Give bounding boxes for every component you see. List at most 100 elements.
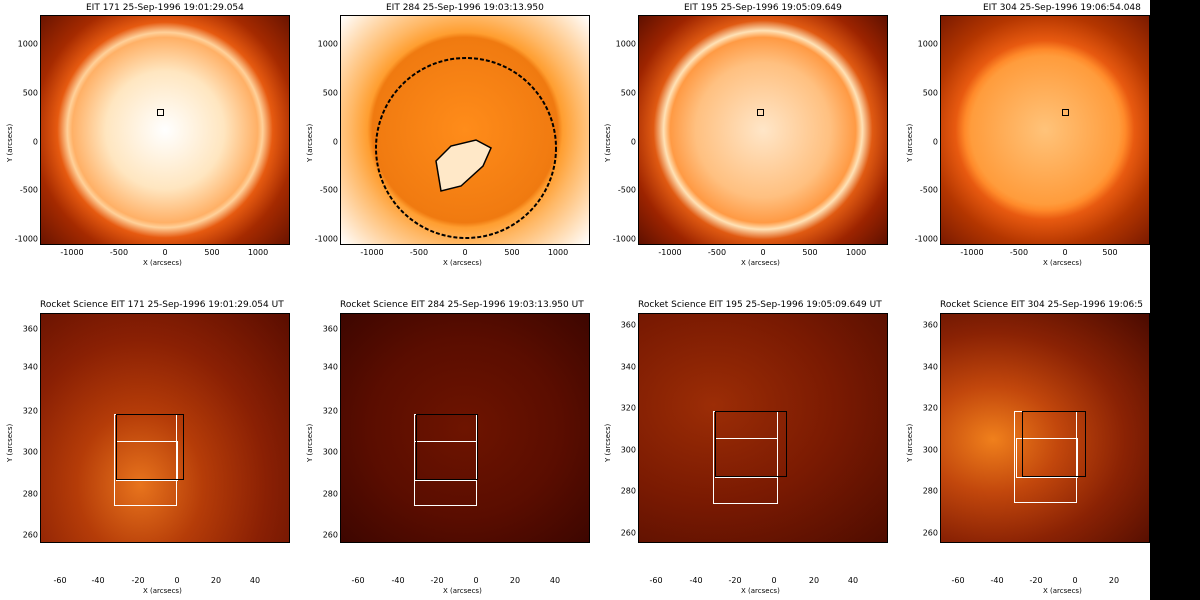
y-axis-label: Y (arcsecs) bbox=[906, 123, 914, 162]
x-tick: 20 bbox=[1108, 576, 1120, 585]
x-axis-label: X (arcsecs) bbox=[1043, 259, 1082, 267]
y-tick: 320 bbox=[620, 403, 636, 413]
y-tick: 340 bbox=[322, 362, 338, 372]
y-tick: -1000 bbox=[14, 234, 38, 244]
y-tick: -500 bbox=[617, 185, 636, 195]
y-axis-label: Y (arcsecs) bbox=[306, 423, 314, 462]
x-tick: -1000 bbox=[60, 248, 84, 257]
x-tick: -20 bbox=[430, 576, 444, 585]
x-tick: 0 bbox=[760, 248, 766, 257]
x-tick: -60 bbox=[649, 576, 663, 585]
x-tick: -60 bbox=[53, 576, 67, 585]
x-tick: -1000 bbox=[960, 248, 984, 257]
y-tick: -1000 bbox=[914, 234, 938, 244]
y-tick: -1000 bbox=[612, 234, 636, 244]
roi-marker bbox=[157, 109, 164, 116]
panel-title: EIT 195 25-Sep-1996 19:05:09.649 bbox=[684, 3, 842, 13]
y-tick: 1000 bbox=[317, 39, 338, 49]
x-tick: 20 bbox=[808, 576, 820, 585]
roi-box-white bbox=[414, 441, 477, 481]
y-tick: 300 bbox=[22, 447, 38, 457]
y-tick: 0 bbox=[630, 137, 636, 147]
panel-title: Rocket Science EIT 195 25-Sep-1996 19:05… bbox=[638, 300, 882, 310]
x-tick: -20 bbox=[728, 576, 742, 585]
y-tick: 0 bbox=[332, 137, 338, 147]
x-tick: -60 bbox=[351, 576, 365, 585]
y-tick: 320 bbox=[922, 403, 938, 413]
x-tick: 500 bbox=[802, 248, 818, 257]
y-axis-label: Y (arcsecs) bbox=[306, 123, 314, 162]
y-axis-label: Y (arcsecs) bbox=[6, 123, 14, 162]
solar-disk-image-195 bbox=[638, 15, 888, 245]
panel-title: Rocket Science EIT 284 25-Sep-1996 19:03… bbox=[340, 300, 584, 310]
panel-title: EIT 284 25-Sep-1996 19:03:13.950 bbox=[386, 3, 544, 13]
y-tick: 280 bbox=[22, 489, 38, 499]
y-tick: 320 bbox=[22, 406, 38, 416]
x-tick: 500 bbox=[1102, 248, 1118, 257]
panel-title: Rocket Science EIT 304 25-Sep-1996 19:06… bbox=[940, 300, 1143, 310]
x-tick: -20 bbox=[1029, 576, 1043, 585]
x-tick: 1000 bbox=[845, 248, 867, 257]
zoom-image-171 bbox=[40, 313, 290, 543]
solar-disk-image-171 bbox=[40, 15, 290, 245]
y-axis-label: Y (arcsecs) bbox=[604, 423, 612, 462]
y-tick: 280 bbox=[922, 486, 938, 496]
y-tick: 320 bbox=[322, 406, 338, 416]
roi-box-white bbox=[1016, 438, 1078, 478]
y-tick: 360 bbox=[922, 320, 938, 330]
x-axis-label: X (arcsecs) bbox=[143, 587, 182, 595]
y-tick: -500 bbox=[319, 185, 338, 195]
roi-marker bbox=[1062, 109, 1069, 116]
x-tick: 1000 bbox=[247, 248, 269, 257]
x-tick: 0 bbox=[1062, 248, 1068, 257]
zoom-image-304 bbox=[940, 313, 1150, 543]
x-tick: -500 bbox=[1009, 248, 1029, 257]
x-tick: 40 bbox=[847, 576, 859, 585]
y-tick: 1000 bbox=[615, 39, 636, 49]
x-tick: -40 bbox=[990, 576, 1004, 585]
x-tick: -20 bbox=[131, 576, 145, 585]
y-tick: 260 bbox=[620, 528, 636, 538]
x-tick: 0 bbox=[162, 248, 168, 257]
x-axis-label: X (arcsecs) bbox=[741, 587, 780, 595]
right-black-strip bbox=[1150, 0, 1200, 600]
x-axis-label: X (arcsecs) bbox=[443, 259, 482, 267]
x-axis-label: X (arcsecs) bbox=[741, 259, 780, 267]
x-tick: -60 bbox=[951, 576, 965, 585]
zoom-image-284 bbox=[340, 313, 590, 543]
x-tick: -40 bbox=[689, 576, 703, 585]
solar-disk-image-284 bbox=[340, 15, 590, 245]
x-axis-label: X (arcsecs) bbox=[143, 259, 182, 267]
x-tick: -40 bbox=[91, 576, 105, 585]
panel-title: EIT 304 25-Sep-1996 19:06:54.048 bbox=[983, 3, 1141, 13]
y-tick: 360 bbox=[322, 324, 338, 334]
y-tick: 360 bbox=[22, 324, 38, 334]
roi-box-black bbox=[416, 414, 478, 480]
y-tick: 280 bbox=[322, 489, 338, 499]
x-tick: 0 bbox=[771, 576, 777, 585]
panel-title: EIT 171 25-Sep-1996 19:01:29.054 bbox=[86, 3, 244, 13]
x-tick: 40 bbox=[249, 576, 261, 585]
y-axis-label: Y (arcsecs) bbox=[604, 123, 612, 162]
y-tick: 340 bbox=[620, 362, 636, 372]
roi-box-black bbox=[715, 411, 787, 477]
x-tick: 0 bbox=[1072, 576, 1078, 585]
y-tick: 300 bbox=[322, 447, 338, 457]
y-tick: 1000 bbox=[17, 39, 38, 49]
x-tick: 0 bbox=[473, 576, 479, 585]
y-tick: -500 bbox=[19, 185, 38, 195]
y-tick: 500 bbox=[922, 88, 938, 98]
x-tick: 0 bbox=[462, 248, 468, 257]
y-tick: 340 bbox=[922, 362, 938, 372]
x-tick: -500 bbox=[707, 248, 727, 257]
y-tick: 500 bbox=[620, 88, 636, 98]
y-tick: 300 bbox=[922, 445, 938, 455]
y-tick: 500 bbox=[322, 88, 338, 98]
y-tick: 260 bbox=[922, 528, 938, 538]
x-tick: 20 bbox=[210, 576, 222, 585]
y-tick: 500 bbox=[22, 88, 38, 98]
y-tick: 360 bbox=[620, 320, 636, 330]
x-tick: 0 bbox=[174, 576, 180, 585]
y-tick: 0 bbox=[32, 137, 38, 147]
x-tick: 1000 bbox=[547, 248, 569, 257]
